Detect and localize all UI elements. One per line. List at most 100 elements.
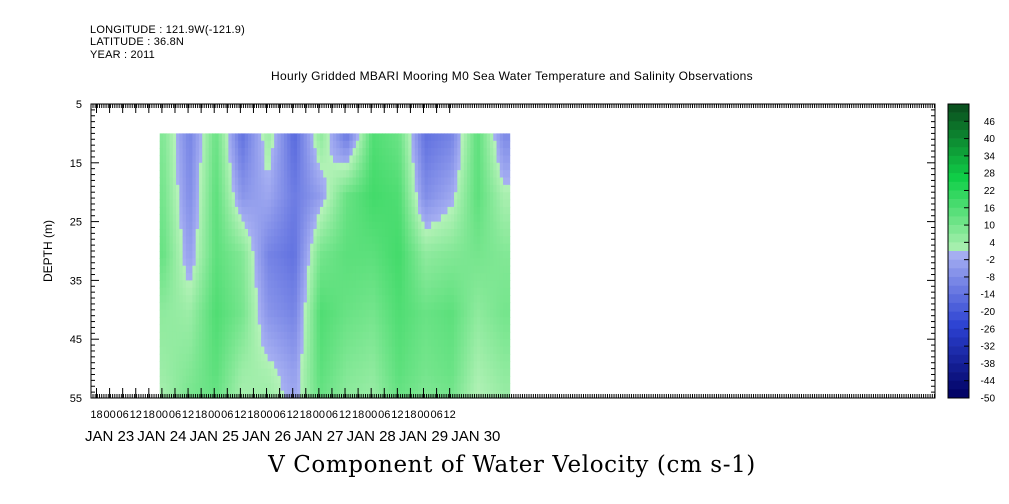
heatmap-cell: [362, 243, 367, 252]
heatmap-cell: [172, 331, 177, 340]
heatmap-cell: [221, 361, 226, 370]
heatmap-cell: [395, 236, 400, 245]
heatmap-cell: [440, 228, 445, 237]
heatmap-cell: [359, 383, 364, 392]
heatmap-cell: [499, 353, 504, 362]
heatmap-cell: [221, 324, 226, 333]
colorbar-swatch: [948, 268, 969, 278]
heatmap-cell: [205, 368, 210, 377]
heatmap-cell: [248, 375, 252, 384]
heatmap-cell: [241, 273, 246, 281]
heatmap-cell: [375, 228, 380, 237]
heatmap-cell: [401, 346, 406, 355]
heatmap-cell: [395, 295, 400, 304]
heatmap-cell: [316, 177, 321, 186]
heatmap-cell: [293, 302, 298, 311]
heatmap-cell: [352, 184, 357, 193]
x-hour-label: 12: [234, 409, 246, 421]
heatmap-cell: [375, 162, 380, 171]
heatmap-cell: [319, 368, 324, 377]
heatmap-cell: [238, 214, 243, 223]
heatmap-cell: [408, 177, 413, 186]
heatmap-cell: [395, 133, 400, 142]
heatmap-cell: [385, 192, 390, 201]
heatmap-cell: [440, 353, 445, 362]
heatmap-cell: [342, 184, 347, 193]
heatmap-cell: [463, 162, 468, 171]
heatmap-cell: [447, 280, 452, 289]
heatmap-cell: [254, 155, 259, 164]
heatmap-cell: [486, 221, 491, 230]
heatmap-cell: [408, 331, 413, 340]
heatmap-cell: [424, 353, 429, 362]
heatmap-cell: [431, 368, 435, 377]
x-hour-label: 12: [339, 409, 351, 421]
heatmap-cell: [185, 317, 190, 326]
heatmap-cell: [349, 155, 354, 164]
heatmap-cell: [447, 258, 452, 267]
heatmap-cell: [431, 228, 435, 237]
heatmap-cell: [496, 170, 501, 179]
heatmap-cell: [185, 265, 190, 274]
heatmap-cell: [283, 287, 288, 296]
heatmap-cell: [369, 280, 373, 289]
heatmap-cell: [225, 287, 229, 296]
heatmap-cell: [467, 273, 471, 281]
chart-title: Hourly Gridded MBARI Mooring M0 Sea Wate…: [271, 69, 753, 83]
heatmap-cell: [166, 287, 171, 296]
heatmap-cell: [280, 243, 285, 252]
heatmap-cell: [192, 375, 197, 384]
heatmap-cell: [205, 236, 210, 245]
heatmap-cell: [202, 214, 207, 223]
heatmap-cell: [476, 353, 481, 362]
heatmap-cell: [339, 331, 344, 340]
heatmap-cell: [244, 133, 249, 142]
heatmap-cell: [444, 236, 449, 245]
heatmap-cell: [427, 368, 432, 377]
heatmap-cell: [225, 184, 229, 193]
heatmap-cell: [185, 383, 190, 392]
heatmap-cell: [375, 170, 380, 179]
heatmap-cell: [342, 214, 347, 223]
heatmap-cell: [248, 353, 252, 362]
heatmap-cell: [274, 221, 279, 230]
heatmap-cell: [398, 317, 403, 326]
heatmap-cell: [306, 331, 311, 340]
heatmap-cell: [467, 148, 471, 157]
heatmap-cell: [290, 280, 295, 289]
heatmap-cell: [480, 339, 485, 348]
heatmap-cell: [159, 199, 164, 208]
heatmap-cell: [166, 390, 171, 399]
heatmap-cell: [342, 140, 347, 149]
heatmap-cell: [192, 287, 197, 296]
heatmap-cell: [362, 339, 367, 348]
heatmap-cell: [447, 133, 452, 142]
heatmap-cell: [287, 251, 292, 259]
heatmap-cell: [287, 339, 292, 348]
heatmap-cell: [493, 390, 498, 399]
heatmap-cell: [287, 243, 292, 252]
heatmap-cell: [274, 155, 279, 164]
heatmap-cell: [398, 199, 403, 208]
heatmap-cell: [362, 221, 367, 230]
heatmap-cell: [297, 148, 301, 157]
heatmap-cell: [313, 295, 318, 304]
heatmap-cell: [274, 133, 279, 142]
heatmap-cell: [349, 177, 354, 186]
heatmap-cell: [192, 331, 197, 340]
heatmap-cell: [202, 140, 207, 149]
heatmap-cell: [270, 148, 275, 157]
heatmap-cell: [261, 368, 265, 377]
heatmap-cell: [238, 368, 243, 377]
heatmap-cell: [359, 170, 364, 179]
heatmap-cell: [303, 375, 308, 384]
heatmap-cell: [447, 148, 452, 157]
heatmap-cell: [411, 251, 416, 259]
heatmap-cell: [496, 265, 501, 274]
heatmap-cell: [195, 368, 200, 377]
heatmap-cell: [476, 155, 481, 164]
heatmap-cell: [457, 375, 462, 384]
heatmap-cell: [467, 236, 471, 245]
heatmap-cell: [427, 184, 432, 193]
heatmap-cell: [215, 302, 220, 311]
